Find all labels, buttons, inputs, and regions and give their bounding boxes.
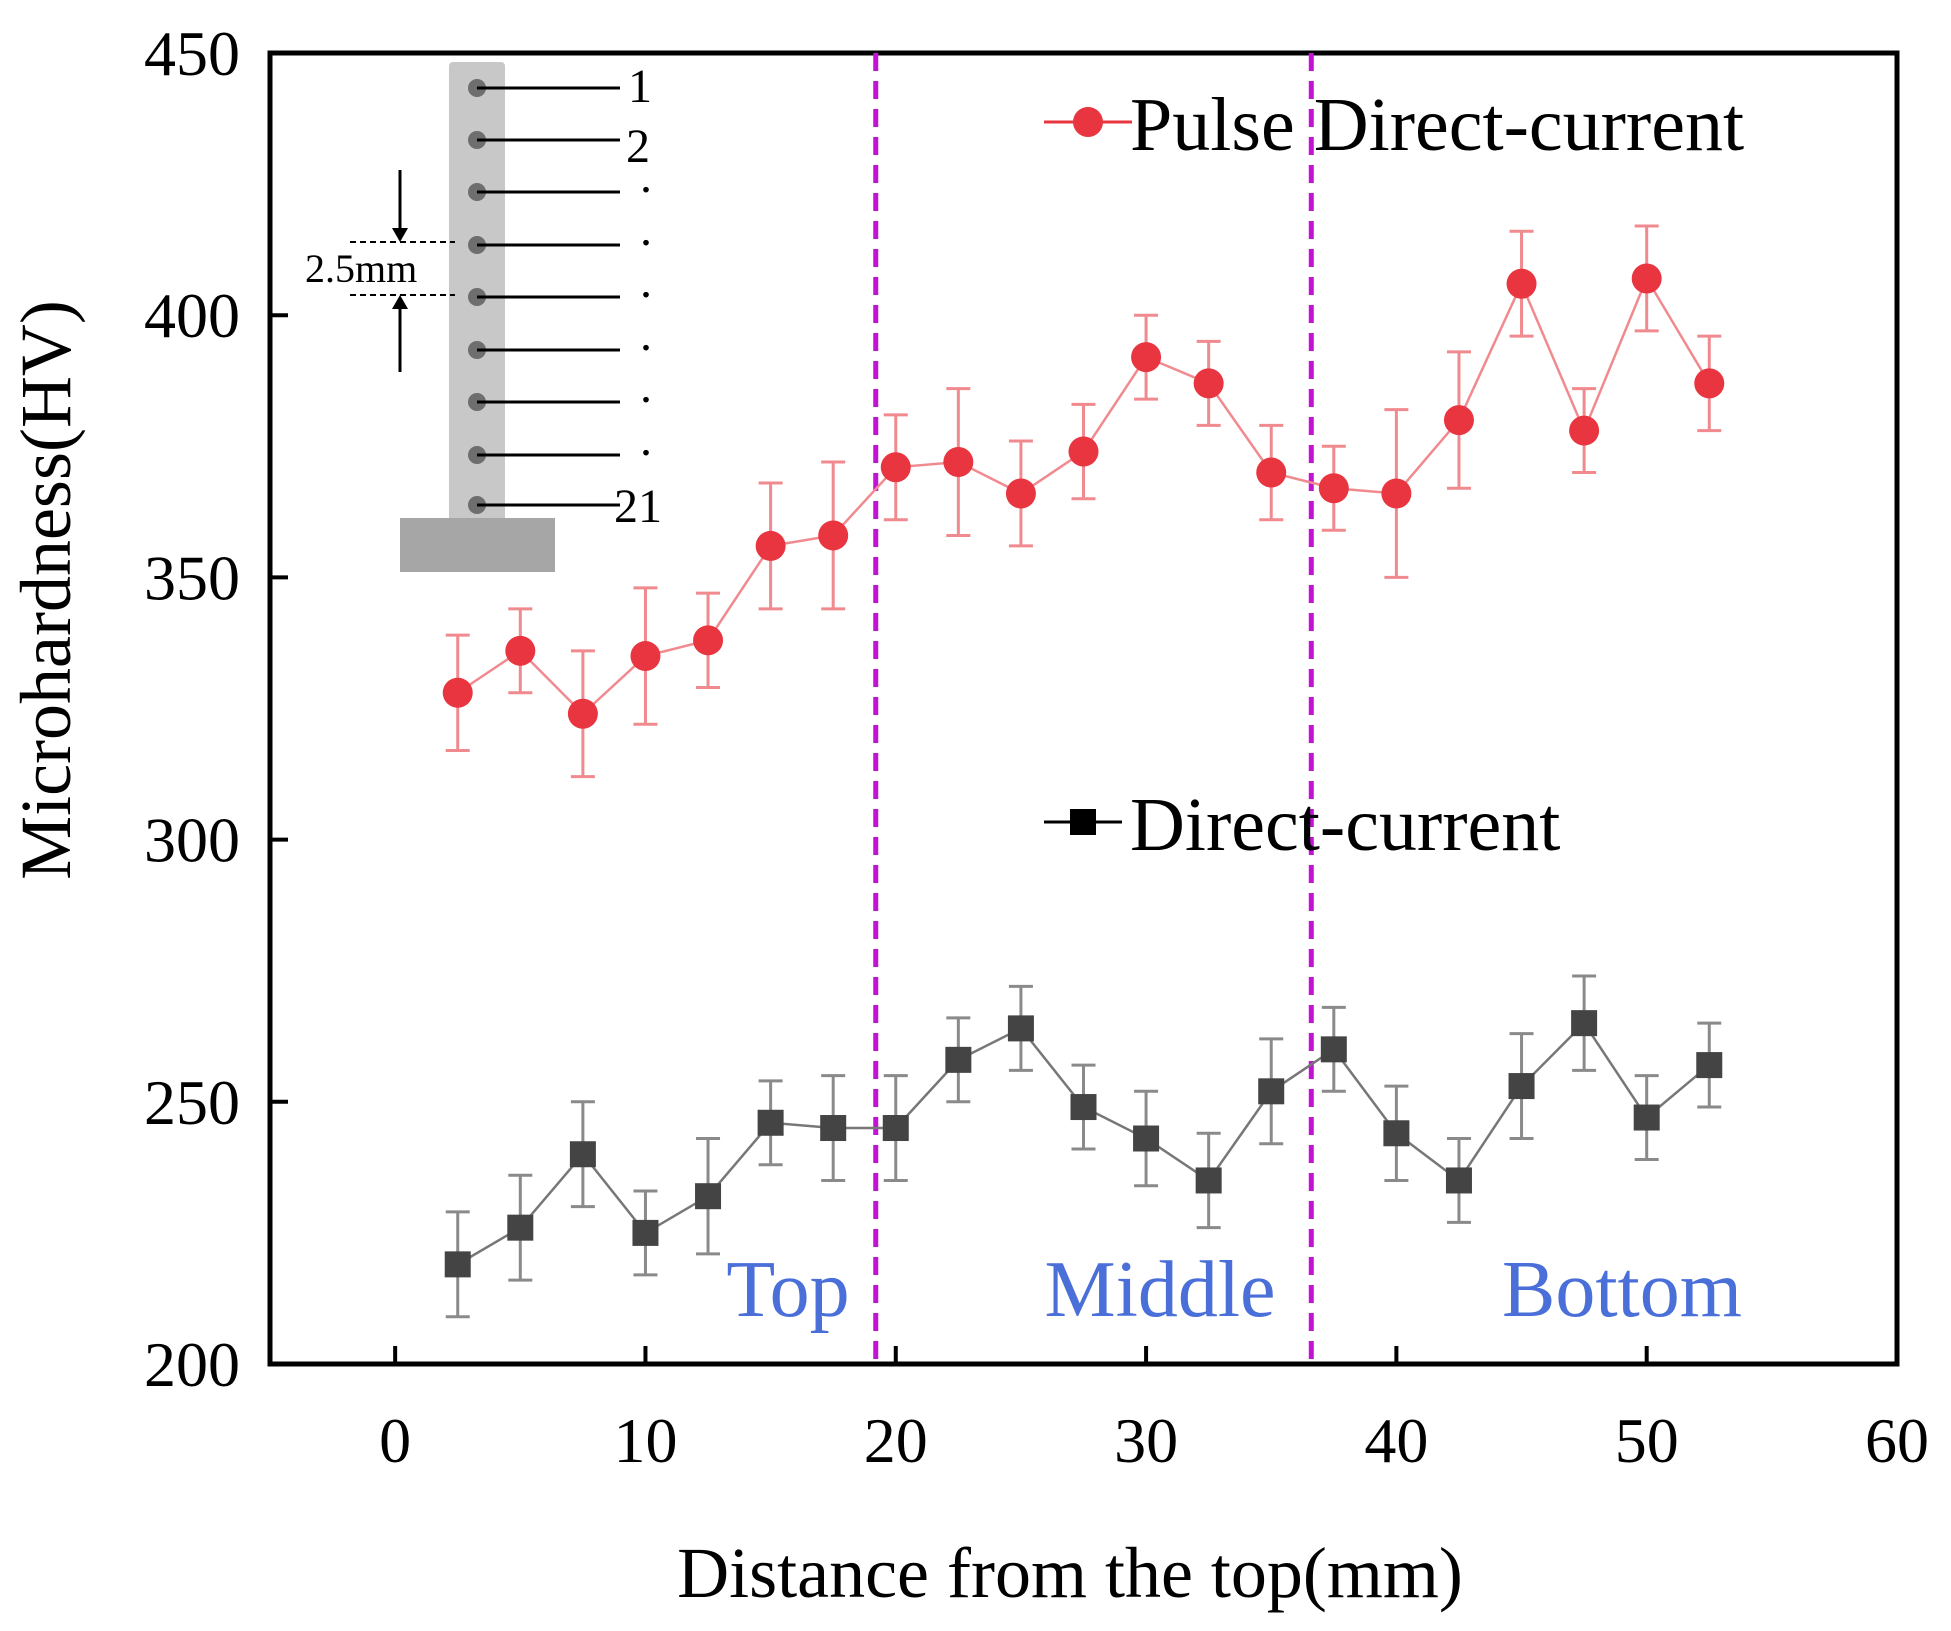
- series-direct-current: [444, 974, 1723, 1319]
- inset-arrow-top-head: [392, 228, 408, 242]
- data-point: [569, 1141, 596, 1168]
- inset-ellipsis-2: .: [640, 203, 652, 256]
- data-point: [1195, 1167, 1222, 1194]
- y-tick-label: 200: [144, 1329, 240, 1400]
- data-point: [1318, 473, 1349, 504]
- legend-dc-marker: [1070, 809, 1096, 835]
- sample-schematic-inset: 2.5mm 1 2 21 . . . . . .: [305, 60, 662, 572]
- data-point: [880, 452, 911, 483]
- data-point: [1569, 415, 1600, 446]
- data-point: [757, 1109, 784, 1136]
- region-label-bottom: Bottom: [1502, 1246, 1742, 1334]
- data-point: [1258, 1078, 1285, 1105]
- plot-frame: [267, 50, 1900, 1367]
- legend-pulse-marker: [1073, 107, 1103, 137]
- region-label-top: Top: [726, 1246, 849, 1334]
- data-point: [1320, 1036, 1347, 1063]
- data-point: [755, 530, 786, 561]
- data-point: [1694, 368, 1725, 399]
- data-point: [1005, 478, 1036, 509]
- data-point: [882, 1115, 909, 1142]
- data-point: [945, 1046, 972, 1073]
- x-axis: 0 10 20 30 40 50 60: [379, 1346, 1929, 1476]
- data-point: [1508, 1073, 1535, 1100]
- inset-ellipsis-1: .: [640, 150, 652, 203]
- data-point: [1571, 1010, 1598, 1037]
- data-point: [442, 677, 473, 708]
- x-tick-label: 40: [1364, 1405, 1428, 1476]
- legend-pulse-label: Pulse Direct-current: [1130, 83, 1744, 167]
- data-point: [505, 635, 536, 666]
- data-point: [1506, 268, 1537, 299]
- data-point: [1633, 1104, 1660, 1131]
- inset-label-1: 1: [628, 60, 652, 113]
- inset-label-2: 2: [626, 120, 650, 173]
- data-point: [1631, 263, 1662, 294]
- data-point: [567, 698, 598, 729]
- y-tick-label: 250: [144, 1067, 240, 1138]
- data-point: [1070, 1094, 1097, 1121]
- data-point: [1131, 342, 1162, 373]
- series-layer: [442, 224, 1725, 1319]
- y-tick-label: 450: [144, 18, 240, 89]
- y-tick-label: 350: [144, 542, 240, 613]
- inset-ellipsis-4: .: [640, 308, 652, 361]
- data-point: [695, 1183, 722, 1210]
- legend-pulse: Pulse Direct-current: [1044, 83, 1744, 167]
- x-tick-label: 60: [1865, 1405, 1929, 1476]
- data-point: [632, 1219, 659, 1246]
- legend-dc: Direct-current: [1044, 783, 1560, 867]
- inset-arrow-bottom-head: [392, 295, 408, 309]
- data-point: [1445, 1167, 1472, 1194]
- inset-substrate: [400, 518, 555, 572]
- data-point: [630, 641, 661, 672]
- data-point: [1007, 1015, 1034, 1042]
- data-point: [820, 1115, 847, 1142]
- data-point: [1068, 436, 1099, 467]
- x-tick-label: 30: [1114, 1405, 1178, 1476]
- y-axis-title: Microhardness(HV): [6, 300, 86, 880]
- data-point: [507, 1214, 534, 1241]
- y-axis: 200 250 300 350 400 450: [144, 18, 288, 1400]
- data-point: [1696, 1052, 1723, 1079]
- inset-label-21: 21: [614, 480, 662, 533]
- region-dividers: [873, 53, 1314, 1364]
- x-axis-title: Distance from the top(mm): [677, 1533, 1463, 1613]
- data-point: [1443, 405, 1474, 436]
- data-point: [693, 625, 724, 656]
- x-tick-label: 10: [613, 1405, 677, 1476]
- data-point: [943, 447, 974, 478]
- y-tick-label: 300: [144, 805, 240, 876]
- series-pulse-direct-current: [442, 224, 1725, 779]
- y-tick-label: 400: [144, 280, 240, 351]
- data-point: [818, 520, 849, 551]
- inset-ellipsis-6: .: [640, 413, 652, 466]
- legend-dc-label: Direct-current: [1130, 783, 1560, 867]
- inset-spacing-label: 2.5mm: [305, 246, 417, 291]
- data-point: [1193, 368, 1224, 399]
- region-label-middle: Middle: [1044, 1246, 1275, 1334]
- data-point: [1133, 1125, 1160, 1152]
- x-tick-label: 0: [379, 1405, 411, 1476]
- data-point: [1381, 478, 1412, 509]
- x-tick-label: 20: [864, 1405, 928, 1476]
- data-point: [1256, 457, 1287, 488]
- x-tick-label: 50: [1615, 1405, 1679, 1476]
- inset-ellipsis-5: .: [640, 360, 652, 413]
- data-point: [1383, 1120, 1410, 1147]
- data-point: [444, 1251, 471, 1278]
- inset-ellipsis-3: .: [640, 255, 652, 308]
